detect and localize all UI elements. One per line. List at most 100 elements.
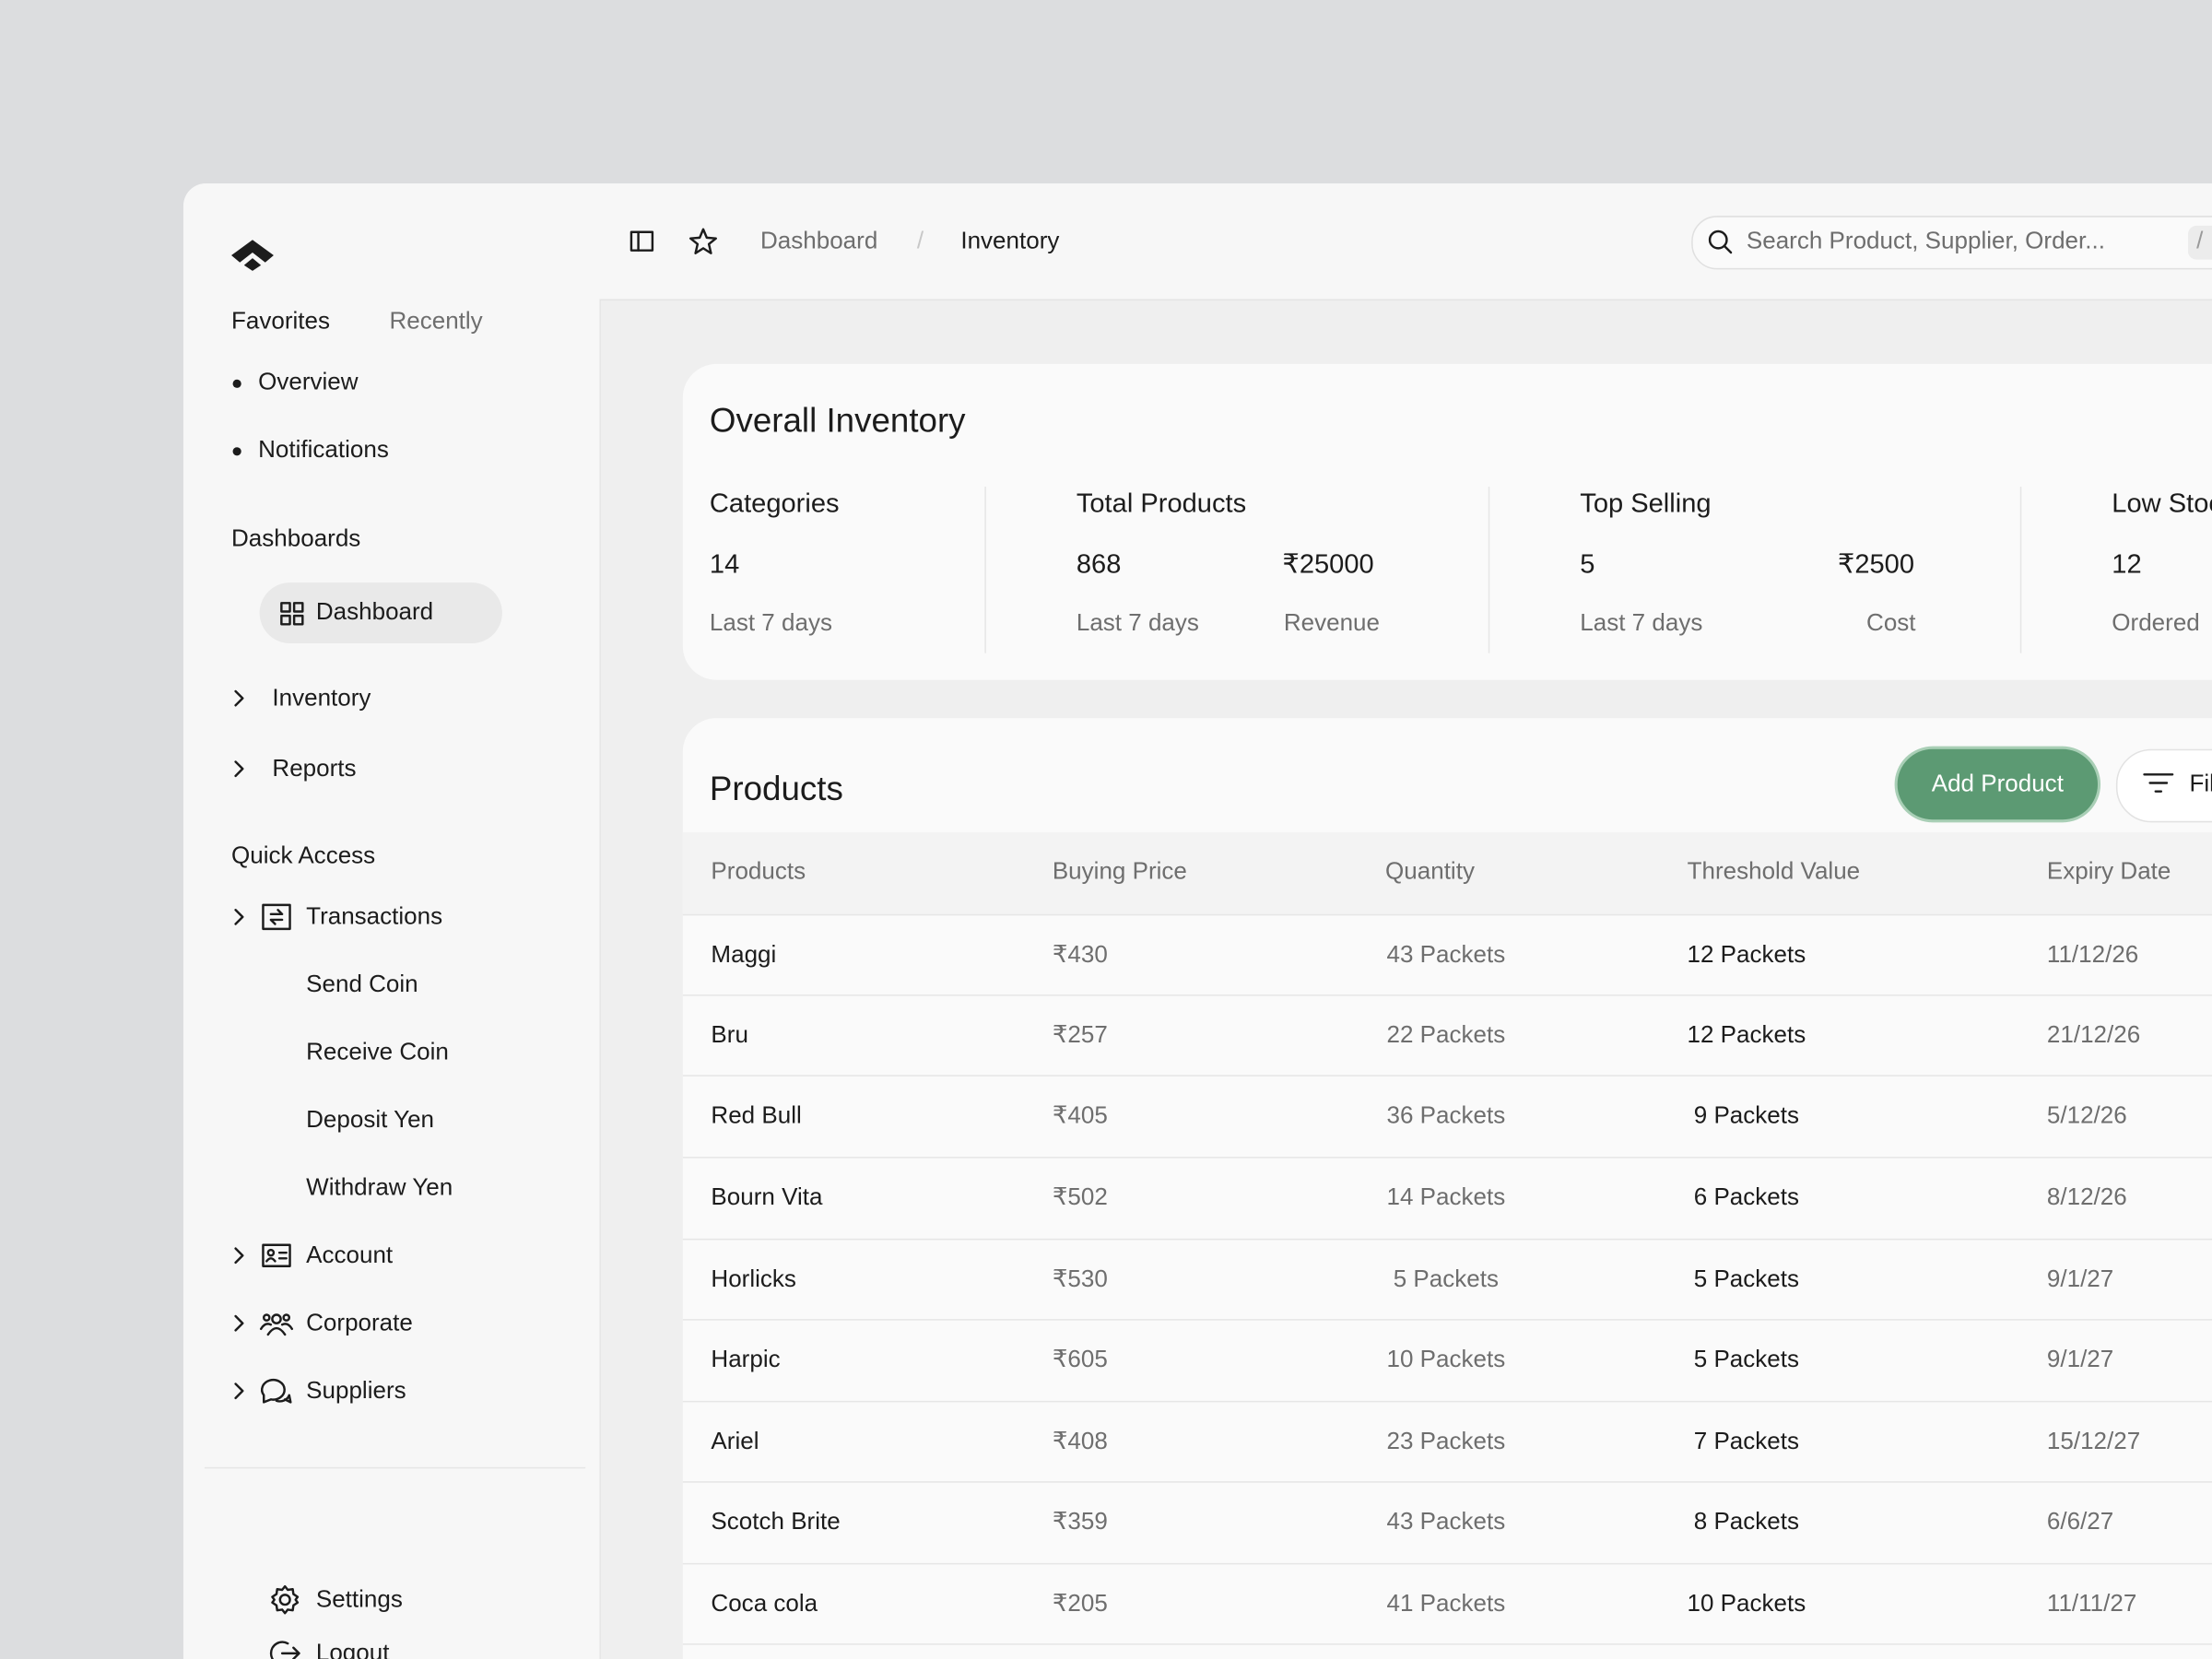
button-label: Filters	[2189, 770, 2211, 797]
grid-icon	[280, 602, 304, 626]
corporate-icon	[259, 1313, 294, 1336]
stat-label: Ordered	[2112, 609, 2200, 637]
stat-value: ₹25000	[1282, 549, 1374, 581]
breadcrumb: Inventory	[960, 227, 1060, 254]
stat-value: 868	[1076, 549, 1122, 581]
column-header: Quantity	[1385, 857, 1475, 885]
table-cell: ₹359	[1052, 1508, 1108, 1535]
table-cell: ₹205	[1052, 1589, 1108, 1618]
product-name: Horlicks	[711, 1265, 796, 1293]
table-cell: ₹430	[1052, 940, 1108, 968]
table-cell: 6 Packets	[1693, 1183, 1800, 1211]
chevron[interactable]	[229, 1244, 246, 1266]
transactions-icon	[262, 903, 291, 931]
product-name: Bru	[711, 1021, 748, 1049]
table-cell: 14 Packets	[1386, 1183, 1506, 1211]
nav-link: Account	[306, 1241, 394, 1269]
table-cell: ₹502	[1052, 1183, 1108, 1211]
divider	[204, 1466, 586, 1469]
stat-label: Last 7 days	[709, 609, 832, 637]
sub-link: Receive Coin	[306, 1038, 449, 1065]
table-cell: ₹605	[1052, 1346, 1108, 1373]
divider	[682, 1400, 2212, 1403]
footer-link: Logout	[315, 1639, 390, 1659]
table-cell: 15/12/27	[2046, 1427, 2141, 1455]
divider	[682, 994, 2212, 996]
add-product-button[interactable]	[1897, 748, 2099, 820]
stat-title: Total Products	[1076, 489, 1247, 520]
nav-link: Suppliers	[306, 1376, 406, 1404]
search-placeholder: Search Product, Supplier, Order...	[1746, 227, 2105, 254]
product-name: Bourn Vita	[711, 1183, 823, 1211]
column-header: Expiry Date	[2046, 857, 2171, 885]
table-cell: 11/11/27	[2046, 1589, 2137, 1618]
bullet	[232, 379, 241, 388]
suppliers-icon	[261, 1378, 292, 1404]
nav-link: Transactions	[306, 902, 443, 930]
table-cell: 12 Packets	[1687, 1021, 1806, 1049]
search-icon	[1708, 229, 1733, 254]
table-cell: 43 Packets	[1386, 940, 1506, 968]
overview-card	[682, 363, 2212, 680]
stat-value: ₹2500	[1837, 549, 1915, 581]
filter-icon	[2143, 773, 2174, 793]
chevron[interactable]	[229, 1312, 246, 1334]
footer-link: Settings	[315, 1585, 403, 1613]
tab: Favorites	[231, 307, 331, 335]
button-label: Add Product	[1931, 770, 2064, 797]
table-cell: 10 Packets	[1386, 1346, 1506, 1373]
star-icon[interactable]	[688, 227, 718, 255]
logo	[231, 240, 274, 271]
table-cell: 36 Packets	[1386, 1101, 1506, 1129]
table-cell: 7 Packets	[1693, 1427, 1800, 1455]
table-cell: 5/12/26	[2046, 1101, 2127, 1129]
table-cell: 9 Packets	[1693, 1101, 1800, 1129]
divider	[682, 1481, 2212, 1483]
stat-value: 5	[1580, 549, 1595, 581]
table-cell: 23 Packets	[1386, 1427, 1506, 1455]
stat-value: 14	[709, 549, 740, 581]
divider	[682, 1238, 2212, 1241]
sub-link: Withdraw Yen	[306, 1173, 453, 1201]
shortcut-key	[2187, 225, 2212, 260]
breadcrumb-separator: /	[916, 227, 924, 254]
divider	[682, 1075, 2212, 1077]
column-header: Products	[711, 857, 806, 885]
sub-link: Deposit Yen	[306, 1105, 435, 1134]
divider	[682, 1157, 2212, 1159]
breadcrumb: Dashboard	[759, 227, 878, 254]
divider	[984, 487, 986, 653]
table-cell: 8 Packets	[1693, 1508, 1800, 1535]
product-name: Harpic	[711, 1346, 781, 1373]
divider	[2019, 487, 2022, 653]
divider	[682, 1562, 2212, 1565]
divider	[682, 1319, 2212, 1321]
shortcut-label: /	[2196, 227, 2204, 254]
chevron[interactable]	[229, 758, 246, 780]
stat-value: 12	[2112, 549, 2142, 581]
product-name: Red Bull	[711, 1101, 802, 1129]
table-cell: 5 Packets	[1693, 1265, 1800, 1293]
column-header: Threshold Value	[1687, 857, 1861, 885]
stat-label: Cost	[1866, 609, 1916, 637]
chevron[interactable]	[229, 1380, 246, 1402]
filter-button[interactable]	[2115, 748, 2212, 823]
nav-link: Inventory	[272, 684, 371, 712]
nav-link: Corporate	[306, 1309, 413, 1336]
product-name: Coca cola	[711, 1589, 818, 1618]
card-title: Overall Inventory	[709, 402, 966, 441]
sidebar	[182, 182, 602, 1659]
chevron[interactable]	[229, 687, 246, 709]
active-pill[interactable]	[259, 582, 502, 643]
section-heading: Dashboards	[231, 524, 361, 552]
table-header-bg	[682, 832, 2212, 914]
product-name: Maggi	[711, 940, 777, 968]
product-name: Ariel	[711, 1427, 759, 1455]
stat-label: Revenue	[1283, 609, 1381, 637]
table-cell: 10 Packets	[1687, 1589, 1806, 1618]
table-cell: 5 Packets	[1693, 1346, 1800, 1373]
search-box[interactable]	[1691, 216, 2212, 270]
sidebar-toggle[interactable]	[629, 229, 655, 252]
chevron[interactable]	[229, 906, 246, 928]
